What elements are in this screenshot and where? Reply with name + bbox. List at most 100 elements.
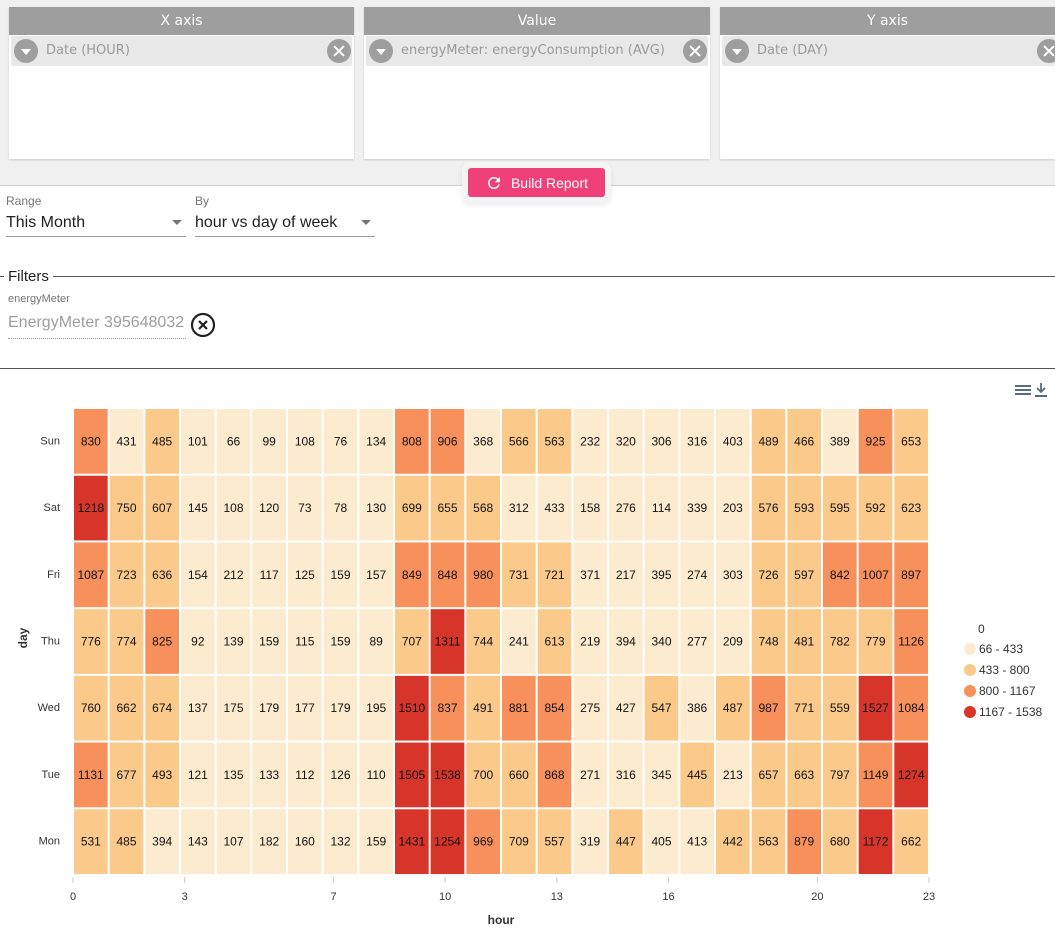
heatmap-cell[interactable] [252, 809, 286, 874]
close-icon[interactable] [1037, 39, 1055, 63]
heatmap-cell[interactable] [537, 542, 572, 608]
heatmap-cell[interactable] [109, 609, 144, 674]
heatmap-cell[interactable] [609, 542, 643, 608]
heatmap-cell[interactable] [680, 742, 714, 808]
heatmap-cell[interactable] [787, 409, 821, 474]
heatmap-cell[interactable] [181, 409, 215, 474]
heatmap-cell[interactable] [502, 809, 536, 874]
clear-filter-icon[interactable] [190, 312, 216, 338]
heatmap-cell[interactable] [787, 809, 821, 874]
heatmap-cell[interactable] [751, 475, 786, 541]
heatmap-cell[interactable] [751, 542, 786, 608]
close-icon[interactable] [327, 39, 351, 63]
heatmap-cell[interactable] [430, 475, 465, 541]
heatmap-cell[interactable] [466, 609, 500, 674]
heatmap-cell[interactable] [680, 609, 714, 674]
heatmap-cell[interactable] [181, 609, 215, 674]
heatmap-cell[interactable] [823, 742, 857, 808]
heatmap-cell[interactable] [823, 475, 857, 541]
heatmap-cell[interactable] [359, 475, 393, 541]
heatmap-cell[interactable] [323, 742, 358, 808]
heatmap-cell[interactable] [216, 542, 251, 608]
heatmap-cell[interactable] [823, 542, 857, 608]
heatmap-cell[interactable] [644, 809, 679, 874]
heatmap-cell[interactable] [502, 609, 536, 674]
heatmap-cell[interactable] [430, 409, 465, 474]
chevron-down-icon[interactable] [725, 39, 749, 63]
heatmap-cell[interactable] [609, 742, 643, 808]
heatmap-cell[interactable] [145, 542, 179, 608]
heatmap-cell[interactable] [751, 742, 786, 808]
heatmap-cell[interactable] [323, 809, 358, 874]
heatmap-cell[interactable] [644, 742, 679, 808]
heatmap-cell[interactable] [573, 409, 607, 474]
heatmap-cell[interactable] [573, 675, 607, 741]
heatmap-cell[interactable] [823, 609, 857, 674]
legend-swatch[interactable] [964, 706, 976, 718]
heatmap-cell[interactable] [716, 409, 750, 474]
heatmap-cell[interactable] [395, 742, 429, 808]
heatmap-cell[interactable] [395, 809, 429, 874]
heatmap-cell[interactable] [609, 475, 643, 541]
chevron-down-icon[interactable] [369, 39, 393, 63]
heatmap-cell[interactable] [680, 542, 714, 608]
heatmap-cell[interactable] [145, 809, 179, 874]
heatmap-cell[interactable] [466, 675, 500, 741]
legend-swatch[interactable] [964, 685, 976, 697]
heatmap-cell[interactable] [823, 675, 857, 741]
heatmap-cell[interactable] [145, 609, 179, 674]
heatmap-cell[interactable] [573, 609, 607, 674]
heatmap-cell[interactable] [74, 609, 108, 674]
heatmap-cell[interactable] [466, 542, 500, 608]
heatmap-cell[interactable] [894, 542, 928, 608]
heatmap-cell[interactable] [359, 675, 393, 741]
heatmap-cell[interactable] [502, 675, 536, 741]
heatmap-cell[interactable] [894, 742, 928, 808]
heatmap-cell[interactable] [395, 475, 429, 541]
heatmap-cell[interactable] [751, 675, 786, 741]
value-chip[interactable]: energyMeter: energyConsumption (AVG) [366, 36, 708, 66]
heatmap-cell[interactable] [109, 542, 144, 608]
heatmap-cell[interactable] [74, 675, 108, 741]
heatmap-cell[interactable] [537, 675, 572, 741]
heatmap-cell[interactable] [787, 475, 821, 541]
heatmap-cell[interactable] [216, 675, 251, 741]
heatmap-cell[interactable] [430, 675, 465, 741]
heatmap-cell[interactable] [430, 609, 465, 674]
heatmap-cell[interactable] [216, 609, 251, 674]
heatmap-cell[interactable] [537, 609, 572, 674]
heatmap-cell[interactable] [109, 742, 144, 808]
heatmap-cell[interactable] [252, 675, 286, 741]
heatmap-cell[interactable] [145, 675, 179, 741]
heatmap-cell[interactable] [288, 675, 322, 741]
heatmap-cell[interactable] [359, 809, 393, 874]
heatmap-cell[interactable] [109, 675, 144, 741]
heatmap-cell[interactable] [288, 809, 322, 874]
menu-icon[interactable] [1014, 382, 1032, 398]
heatmap-cell[interactable] [644, 409, 679, 474]
heatmap-cell[interactable] [359, 609, 393, 674]
heatmap-cell[interactable] [216, 475, 251, 541]
heatmap-cell[interactable] [787, 542, 821, 608]
heatmap-cell[interactable] [323, 409, 358, 474]
heatmap-cell[interactable] [359, 542, 393, 608]
heatmap-cell[interactable] [573, 542, 607, 608]
heatmap-cell[interactable] [109, 409, 144, 474]
heatmap-cell[interactable] [74, 809, 108, 874]
heatmap-cell[interactable] [751, 409, 786, 474]
x-axis-chip[interactable]: Date (HOUR) [11, 36, 352, 66]
heatmap-cell[interactable] [609, 609, 643, 674]
heatmap-cell[interactable] [680, 809, 714, 874]
heatmap-cell[interactable] [181, 742, 215, 808]
heatmap-cell[interactable] [858, 675, 893, 741]
heatmap-cell[interactable] [716, 542, 750, 608]
heatmap-cell[interactable] [430, 809, 465, 874]
heatmap-cell[interactable] [537, 475, 572, 541]
energy-meter-filter-input[interactable]: EnergyMeter 395648032 [8, 312, 186, 339]
heatmap-cell[interactable] [573, 809, 607, 874]
heatmap-cell[interactable] [858, 609, 893, 674]
heatmap-cell[interactable] [288, 542, 322, 608]
heatmap-cell[interactable] [502, 542, 536, 608]
range-select[interactable]: This Month [6, 210, 186, 237]
heatmap-cell[interactable] [216, 742, 251, 808]
